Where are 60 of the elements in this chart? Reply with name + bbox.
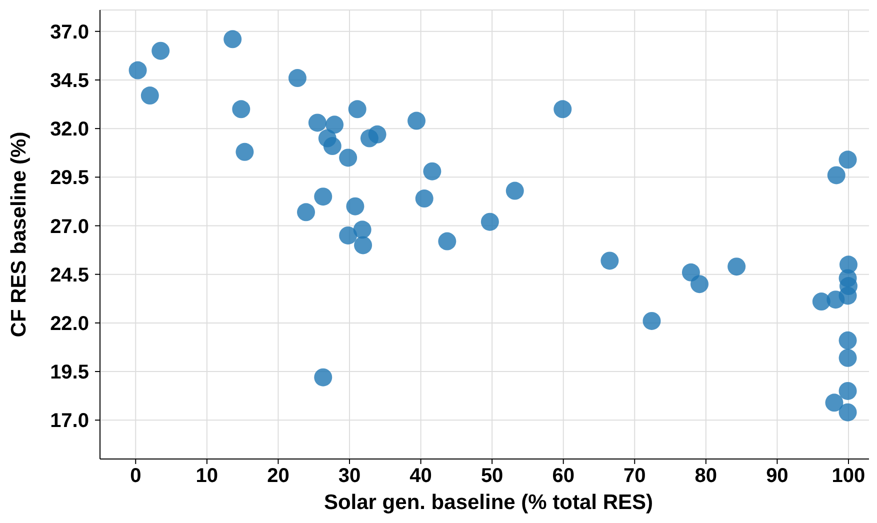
point bbox=[323, 137, 342, 156]
point bbox=[438, 232, 456, 250]
point bbox=[140, 86, 159, 105]
point bbox=[368, 125, 386, 144]
y-tick-label: 24.5 bbox=[50, 264, 89, 286]
point bbox=[288, 69, 306, 88]
x-tick-label: 50 bbox=[480, 465, 504, 487]
x-tick-label: 0 bbox=[130, 465, 142, 487]
point bbox=[554, 100, 572, 118]
y-tick-label: 17.0 bbox=[50, 410, 89, 432]
x-tick-label: 90 bbox=[766, 465, 788, 487]
point bbox=[314, 188, 332, 206]
point bbox=[224, 30, 242, 48]
point bbox=[506, 182, 524, 200]
y-tick-label: 34.5 bbox=[50, 70, 89, 92]
point bbox=[339, 226, 358, 244]
point bbox=[128, 61, 147, 80]
point bbox=[415, 190, 434, 208]
x-tick-label: 30 bbox=[338, 465, 361, 487]
point bbox=[600, 252, 619, 270]
point bbox=[838, 382, 857, 400]
point bbox=[297, 203, 316, 222]
point bbox=[348, 100, 366, 118]
point bbox=[838, 403, 857, 422]
point bbox=[339, 148, 358, 167]
point bbox=[642, 312, 661, 330]
y-axis-title: CF RES baseline (%) bbox=[7, 132, 30, 338]
point bbox=[308, 114, 326, 132]
point bbox=[152, 42, 170, 60]
point bbox=[236, 142, 254, 161]
x-tick-label: 40 bbox=[410, 465, 432, 487]
point bbox=[314, 368, 332, 386]
point bbox=[408, 112, 426, 130]
point bbox=[838, 348, 857, 367]
point bbox=[232, 100, 250, 118]
y-tick-label: 22.0 bbox=[50, 312, 89, 335]
point bbox=[728, 258, 746, 276]
point bbox=[825, 394, 844, 412]
point bbox=[326, 116, 344, 134]
x-tick-label: 10 bbox=[196, 465, 218, 487]
x-tick-label: 60 bbox=[552, 465, 574, 487]
y-tick-label: 32.0 bbox=[50, 118, 89, 141]
y-tick-label: 29.5 bbox=[50, 167, 89, 190]
point bbox=[690, 275, 708, 294]
x-axis-title: Solar gen. baseline (% total RES) bbox=[324, 491, 654, 514]
x-tick-label: 70 bbox=[624, 465, 646, 487]
x-tick-label: 100 bbox=[832, 465, 866, 487]
point bbox=[838, 150, 857, 169]
x-tick-label: 80 bbox=[694, 465, 718, 487]
y-tick-label: 37.0 bbox=[50, 21, 89, 44]
point bbox=[827, 166, 846, 184]
point bbox=[826, 290, 845, 309]
point bbox=[838, 331, 857, 350]
point bbox=[423, 162, 442, 180]
y-tick-label: 19.5 bbox=[50, 362, 89, 384]
y-tick-label: 27.0 bbox=[50, 216, 89, 238]
x-tick-label: 20 bbox=[267, 465, 290, 487]
point bbox=[354, 236, 372, 254]
point bbox=[480, 212, 499, 231]
point bbox=[346, 197, 364, 216]
